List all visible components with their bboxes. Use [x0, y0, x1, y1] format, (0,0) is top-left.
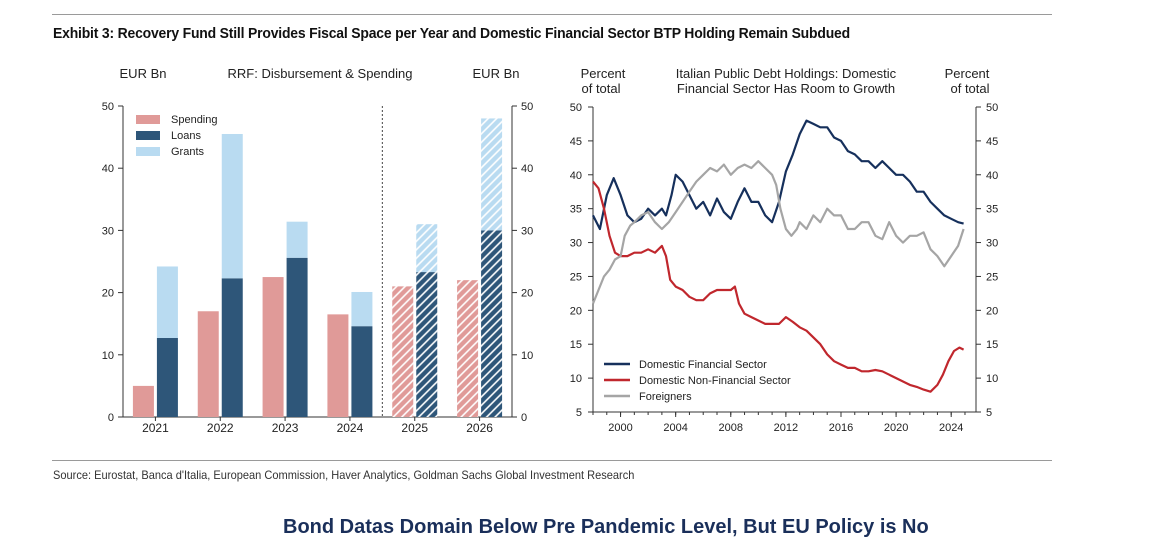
line-ylabel-right-2: of total: [950, 81, 989, 96]
line-xtick-label-2008: 2008: [719, 422, 743, 434]
bar-spending-2023: [262, 277, 284, 417]
bar-grants-2026: [481, 118, 503, 231]
line-xtick-label-2000: 2000: [608, 422, 632, 434]
bar-ytick-label-left: 40: [102, 163, 114, 175]
bar-legend-swatch-2: [136, 147, 160, 156]
bar-xtick-label-2024: 2024: [337, 421, 364, 435]
source-note: Source: Eurostat, Banca d'Italia, Europe…: [53, 468, 635, 482]
bar-ytick-label-right: 30: [521, 225, 533, 237]
bar-loans-2022: [221, 278, 243, 417]
bar-ylabel-left: EUR Bn: [120, 66, 167, 81]
bar-ylabel-right: EUR Bn: [473, 66, 520, 81]
bar-legend-label-2: Grants: [171, 146, 205, 158]
bar-grants-2021: [156, 266, 178, 339]
bar-loans-2026: [481, 230, 503, 417]
bar-ytick-label-right: 0: [521, 412, 527, 424]
bar-chart-title: RRF: Disbursement & Spending: [228, 66, 413, 81]
line-ylabel-left-2: of total: [581, 81, 620, 96]
line-ytick-label-right: 25: [986, 271, 998, 283]
bar-ytick-label-right: 20: [521, 288, 533, 300]
line-chart-title-2: Financial Sector Has Room to Growth: [677, 81, 895, 96]
line-legend-label-1: Domestic Non-Financial Sector: [639, 375, 791, 387]
line-ytick-label-left: 40: [570, 170, 582, 182]
bar-ytick-label-left: 50: [102, 101, 114, 113]
bar-xtick-label-2022: 2022: [207, 421, 234, 435]
line-ytick-label-right: 30: [986, 238, 998, 250]
bar-loans-2024: [351, 326, 373, 417]
bottom-rule: [52, 460, 1052, 461]
line-ytick-label-left: 5: [576, 407, 582, 419]
bar-ytick-label-right: 50: [521, 101, 533, 113]
bar-xtick-label-2025: 2025: [401, 421, 428, 435]
line-ytick-label-left: 10: [570, 373, 582, 385]
charts-canvas: EUR Bn RRF: Disbursement & Spending EUR …: [102, 66, 999, 435]
bar-ytick-label-right: 10: [521, 350, 533, 362]
bar-spending-2024: [327, 314, 349, 417]
line-ytick-label-left: 25: [570, 271, 582, 283]
line-ytick-label-right: 50: [986, 102, 998, 114]
line-ytick-label-left: 45: [570, 136, 582, 148]
bar-ytick-label-right: 40: [521, 163, 533, 175]
line-ytick-label-right: 40: [986, 170, 998, 182]
bar-legend-label-1: Loans: [171, 130, 201, 142]
bar-chart: 0 0 10 10 20 20 30 30 40 40 50 50 2021 2022 2023 2024 20…: [102, 101, 534, 435]
line-xtick-label-2016: 2016: [829, 422, 853, 434]
line-ylabel-right-1: Percent: [945, 66, 990, 81]
bar-ytick-label-left: 20: [102, 288, 114, 300]
line-ytick-label-left: 15: [570, 339, 582, 351]
bar-loans-2025: [416, 272, 438, 417]
bar-ytick-label-left: 30: [102, 225, 114, 237]
line-series-2: [591, 160, 965, 305]
bar-legend-swatch-1: [136, 131, 160, 140]
bar-xtick-label-2023: 2023: [272, 421, 299, 435]
line-xtick-label-2020: 2020: [884, 422, 908, 434]
line-ytick-label-right: 5: [986, 407, 992, 419]
bar-loans-2023: [286, 257, 308, 417]
bar-xtick-label-2026: 2026: [466, 421, 493, 435]
line-ytick-label-right: 45: [986, 136, 998, 148]
line-legend-label-2: Foreigners: [639, 391, 692, 403]
bar-ytick-label-left: 0: [108, 412, 114, 424]
bar-legend-swatch-0: [136, 115, 160, 124]
line-series-1: [592, 180, 965, 393]
line-chart-title-1: Italian Public Debt Holdings: Domestic: [676, 66, 897, 81]
bar-spending-2021: [132, 385, 154, 417]
line-ytick-label-left: 50: [570, 102, 582, 114]
top-rule: [52, 14, 1052, 15]
bar-loans-2021: [156, 338, 178, 417]
bar-grants-2025: [416, 224, 438, 273]
bar-spending-2026: [457, 280, 479, 417]
line-ytick-label-left: 35: [570, 204, 582, 216]
line-xtick-label-2012: 2012: [774, 422, 798, 434]
line-ytick-label-left: 30: [570, 238, 582, 250]
bar-grants-2022: [221, 133, 243, 279]
line-xtick-label-2024: 2024: [939, 422, 963, 434]
bar-grants-2024: [351, 291, 373, 327]
bar-xtick-label-2021: 2021: [142, 421, 169, 435]
line-legend-label-0: Domestic Financial Sector: [639, 359, 767, 371]
bar-spending-2022: [197, 311, 219, 417]
line-xtick-label-2004: 2004: [663, 422, 687, 434]
bar-spending-2025: [392, 286, 414, 417]
bar-ytick-label-left: 10: [102, 350, 114, 362]
exhibit-title: Exhibit 3: Recovery Fund Still Provides …: [53, 25, 850, 42]
bar-legend-label-0: Spending: [171, 114, 218, 126]
line-ytick-label-right: 35: [986, 204, 998, 216]
line-ytick-label-left: 20: [570, 305, 582, 317]
line-ylabel-left-1: Percent: [581, 66, 626, 81]
line-ytick-label-right: 10: [986, 373, 998, 385]
line-ytick-label-right: 20: [986, 305, 998, 317]
line-series-0: [592, 119, 964, 231]
bar-grants-2023: [286, 221, 308, 258]
line-ytick-label-right: 15: [986, 339, 998, 351]
